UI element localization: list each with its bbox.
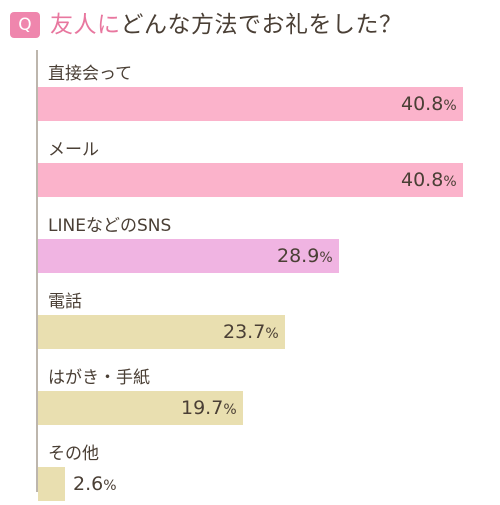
value-label: 40.8% xyxy=(401,170,457,192)
category-label: LINEなどのSNS xyxy=(48,216,172,236)
value-number: 40.8 xyxy=(401,93,444,115)
category-label: メール xyxy=(48,140,99,160)
bar xyxy=(38,391,243,425)
value-label: 19.7% xyxy=(181,398,237,420)
value-number: 28.9 xyxy=(277,245,320,267)
value-label: 28.9% xyxy=(277,246,333,268)
value-number: 2.6 xyxy=(73,473,104,495)
bar xyxy=(38,239,339,273)
category-label: はがき・手紙 xyxy=(48,368,150,388)
value-number: 40.8 xyxy=(401,169,444,191)
value-unit: % xyxy=(265,326,279,342)
value-label: 2.6% xyxy=(73,474,117,496)
bar xyxy=(38,467,65,501)
bar xyxy=(38,87,463,121)
value-unit: % xyxy=(223,402,237,418)
value-label: 40.8% xyxy=(401,94,457,116)
category-label: 電話 xyxy=(48,292,82,312)
chart-title: 友人にどんな方法でお礼をした？ xyxy=(50,8,403,42)
bar xyxy=(38,315,285,349)
bar xyxy=(38,163,463,197)
chart-title-rest: どんな方法でお礼をした？ xyxy=(120,12,403,38)
value-unit: % xyxy=(443,174,457,190)
value-unit: % xyxy=(103,478,117,494)
value-number: 19.7 xyxy=(181,397,224,419)
value-number: 23.7 xyxy=(223,321,266,343)
chart-title-highlight: 友人に xyxy=(50,12,121,38)
category-label: 直接会って xyxy=(48,64,133,84)
question-badge: Q xyxy=(10,12,40,38)
y-axis-line xyxy=(36,50,38,492)
category-label: その他 xyxy=(48,444,99,464)
value-label: 23.7% xyxy=(223,322,279,344)
value-unit: % xyxy=(319,250,333,266)
value-unit: % xyxy=(443,98,457,114)
